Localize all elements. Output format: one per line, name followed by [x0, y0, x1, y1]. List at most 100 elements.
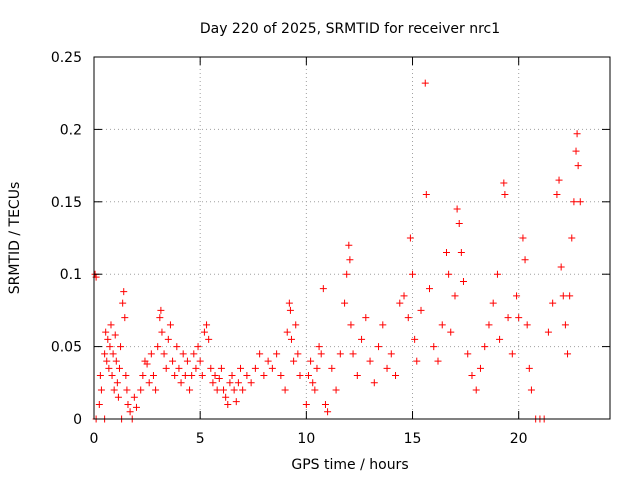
axis-ticks: 0 0.05 0.1 0.15 0.2 0.25 0 5 10 15 20 [51, 50, 610, 447]
data-point [111, 331, 119, 339]
data-point [481, 343, 489, 351]
data-point [114, 393, 122, 401]
data-point [379, 321, 387, 329]
data-point [122, 372, 130, 380]
data-point [175, 364, 183, 372]
data-point [345, 241, 353, 249]
data-point [426, 285, 434, 293]
data-point [121, 314, 129, 322]
chart-title: Day 220 of 2025, SRMTID for receiver nrc… [200, 21, 500, 37]
data-point [544, 328, 552, 336]
y-tick-label: 0.05 [51, 340, 82, 356]
data-point [411, 335, 419, 343]
data-point [421, 79, 429, 87]
data-point [493, 270, 501, 278]
data-point [500, 179, 508, 187]
y-tick-label: 0.1 [60, 267, 82, 283]
data-point [207, 364, 215, 372]
data-point [108, 372, 116, 380]
data-point [324, 408, 332, 416]
data-point [307, 357, 315, 365]
data-point [513, 292, 521, 300]
y-tick-label: 0.2 [60, 122, 82, 138]
data-point [287, 335, 295, 343]
data-point [147, 350, 155, 358]
data-point [277, 372, 285, 380]
data-point [485, 321, 493, 329]
data-point [239, 386, 247, 394]
data-point [139, 372, 147, 380]
data-point [152, 386, 160, 394]
data-point [315, 343, 323, 351]
x-tick-label: 20 [510, 431, 528, 447]
data-point [564, 350, 572, 358]
data-point [203, 321, 211, 329]
data-point [211, 372, 219, 380]
data-point [396, 299, 404, 307]
data-point [523, 321, 531, 329]
data-point [198, 372, 206, 380]
data-point [188, 372, 196, 380]
data-point [430, 343, 438, 351]
data-point [192, 364, 200, 372]
data-point [166, 321, 174, 329]
data-point [177, 379, 185, 387]
data-point [123, 386, 131, 394]
data-point [157, 306, 165, 314]
data-point [438, 321, 446, 329]
data-point [149, 372, 157, 380]
data-point [103, 357, 111, 365]
data-point [196, 357, 204, 365]
data-point [97, 386, 105, 394]
data-point [264, 357, 272, 365]
data-point [115, 364, 123, 372]
data-point [453, 205, 461, 213]
data-point [228, 372, 236, 380]
y-tick-label: 0.15 [51, 195, 82, 211]
data-point [573, 130, 581, 138]
data-point [568, 234, 576, 242]
data-point [489, 299, 497, 307]
data-point [173, 343, 181, 351]
data-point [525, 364, 533, 372]
data-point [336, 350, 344, 358]
data-point [222, 393, 230, 401]
data-point [292, 321, 300, 329]
data-point [281, 386, 289, 394]
data-point [124, 401, 132, 409]
data-point [362, 314, 370, 322]
data-point [268, 364, 276, 372]
data-point [154, 343, 162, 351]
data-point [143, 360, 151, 368]
data-point [117, 343, 125, 351]
data-point [353, 372, 361, 380]
data-point [434, 357, 442, 365]
data-point [501, 191, 509, 199]
data-point [519, 234, 527, 242]
data-point [256, 350, 264, 358]
data-point [251, 364, 259, 372]
data-point [341, 299, 349, 307]
data-point [455, 220, 463, 228]
data-point [294, 350, 302, 358]
data-point [290, 357, 298, 365]
data-point [171, 372, 179, 380]
data-point [247, 379, 255, 387]
data-point [457, 248, 465, 256]
data-point [549, 299, 557, 307]
data-point [476, 364, 484, 372]
data-point [392, 372, 400, 380]
x-axis-label: GPS time / hours [291, 457, 408, 473]
data-point [181, 372, 189, 380]
data-point [230, 386, 238, 394]
data-point [224, 401, 232, 409]
data-point [213, 386, 221, 394]
data-point [101, 350, 109, 358]
data-point [472, 386, 480, 394]
x-tick-label: 5 [196, 431, 205, 447]
data-point [190, 350, 198, 358]
data-point [311, 386, 319, 394]
data-point [574, 162, 582, 170]
